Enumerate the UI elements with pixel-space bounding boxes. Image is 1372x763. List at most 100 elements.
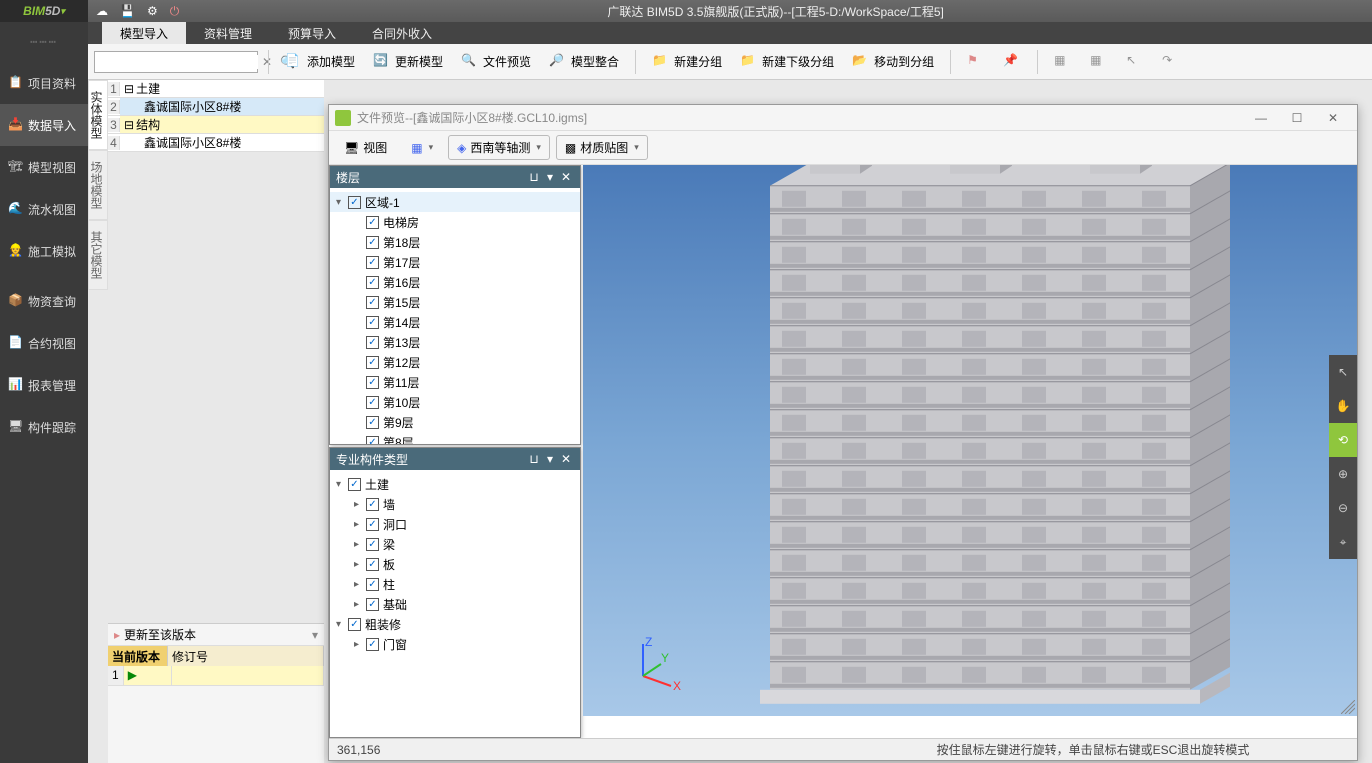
checkbox[interactable]: ✓	[366, 518, 379, 531]
select-tool[interactable]: ↖	[1329, 355, 1357, 389]
vtab-site[interactable]: 场地模型	[88, 150, 108, 220]
vtab-entity[interactable]: 实体模型	[88, 80, 108, 150]
tree-row[interactable]: 4鑫诚国际小区8#楼	[108, 134, 324, 152]
version-dropdown-icon[interactable]: ▾	[312, 628, 318, 642]
grid-toggle-button[interactable]: ▦▾	[402, 137, 442, 159]
floor-node[interactable]: ✓第15层	[330, 292, 580, 312]
minimize-button[interactable]: —	[1243, 105, 1279, 131]
sidebar-item-1[interactable]: 📥数据导入	[0, 104, 88, 146]
3d-viewport[interactable]: Z X Y ↖ ✋ ⟲ ⊕ ⊖ ⌖	[583, 165, 1357, 716]
sidebar-item-6[interactable]: 📄合约视图	[0, 322, 88, 364]
floor-node[interactable]: ✓第11层	[330, 372, 580, 392]
floor-node[interactable]: ✓第16层	[330, 272, 580, 292]
zoom-out-tool[interactable]: ⊖	[1329, 491, 1357, 525]
expand-icon[interactable]: ▸	[354, 639, 366, 650]
floor-node[interactable]: ✓第14层	[330, 312, 580, 332]
component-node[interactable]: ▾✓粗装修	[330, 614, 580, 634]
material-button[interactable]: ▩材质贴图▾	[556, 135, 648, 160]
checkbox[interactable]: ✓	[366, 256, 379, 269]
model-merge-button[interactable]: 🔎模型整合	[543, 51, 625, 73]
tree-row[interactable]: 3⊟结构	[108, 116, 324, 134]
add-model-button[interactable]: 📄添加模型	[279, 51, 361, 73]
floor-node[interactable]: ✓第13层	[330, 332, 580, 352]
update-model-button[interactable]: 🔄更新模型	[367, 51, 449, 73]
checkbox[interactable]: ✓	[348, 618, 361, 631]
component-node[interactable]: ▸✓柱	[330, 574, 580, 594]
resize-grip-icon[interactable]	[1341, 700, 1355, 714]
search-box[interactable]: ✕ 🔍	[94, 51, 258, 73]
file-preview-button[interactable]: 🔍文件预览	[455, 51, 537, 73]
component-node[interactable]: ▸✓门窗	[330, 634, 580, 654]
checkbox[interactable]: ✓	[366, 638, 379, 651]
checkbox[interactable]: ✓	[366, 356, 379, 369]
zoom-fit-tool[interactable]: ⌖	[1329, 525, 1357, 559]
axis-view-button[interactable]: ◈西南等轴测▾	[448, 135, 550, 160]
component-node[interactable]: ▸✓梁	[330, 534, 580, 554]
checkbox[interactable]: ✓	[366, 416, 379, 429]
pin-icon[interactable]: ⊔	[526, 452, 542, 466]
floor-node[interactable]: ✓第8层	[330, 432, 580, 444]
expand-icon[interactable]: ▸	[354, 539, 366, 550]
checkbox[interactable]: ✓	[366, 436, 379, 445]
sidebar-item-3[interactable]: 🌊流水视图	[0, 188, 88, 230]
maximize-button[interactable]: ☐	[1279, 105, 1315, 131]
exit-icon[interactable]: ⏻	[170, 4, 180, 19]
tab-1[interactable]: 资料管理	[186, 22, 270, 44]
expand-icon[interactable]: ▾	[336, 197, 348, 208]
search-input[interactable]	[95, 55, 258, 69]
expand-icon[interactable]: ▸	[354, 599, 366, 610]
dropdown-icon[interactable]: ▾	[542, 452, 558, 466]
sidebar-item-5[interactable]: 📦物资查询	[0, 280, 88, 322]
sidebar-item-8[interactable]: 🖥构件跟踪	[0, 406, 88, 448]
checkbox[interactable]: ✓	[366, 578, 379, 591]
expand-icon[interactable]: ▾	[336, 619, 348, 630]
floor-node[interactable]: ✓电梯房	[330, 212, 580, 232]
tool-extra-1[interactable]: ⚑	[961, 51, 991, 73]
zoom-in-tool[interactable]: ⊕	[1329, 457, 1357, 491]
sidebar-item-7[interactable]: 📊报表管理	[0, 364, 88, 406]
checkbox[interactable]: ✓	[366, 396, 379, 409]
tab-2[interactable]: 预算导入	[270, 22, 354, 44]
sidebar-item-2[interactable]: 🏗模型视图	[0, 146, 88, 188]
checkbox[interactable]: ✓	[366, 336, 379, 349]
checkbox[interactable]: ✓	[366, 236, 379, 249]
checkbox[interactable]: ✓	[366, 296, 379, 309]
checkbox[interactable]: ✓	[366, 538, 379, 551]
expand-icon[interactable]: ▸	[354, 579, 366, 590]
component-node[interactable]: ▸✓墙	[330, 494, 580, 514]
sidebar-item-0[interactable]: 📋项目资料	[0, 62, 88, 104]
new-group-button[interactable]: 📁新建分组	[646, 51, 728, 73]
pin-icon[interactable]: ⊔	[526, 170, 542, 184]
dropdown-icon[interactable]: ▾	[542, 170, 558, 184]
checkbox[interactable]: ✓	[366, 276, 379, 289]
floor-node[interactable]: ✓第12层	[330, 352, 580, 372]
tree-row[interactable]: 1⊟土建	[108, 80, 324, 98]
expand-icon[interactable]: ▸	[354, 519, 366, 530]
component-node[interactable]: ▾✓土建	[330, 474, 580, 494]
tool-extra-2[interactable]: 📌	[997, 51, 1027, 73]
floor-node[interactable]: ▾✓区域-1	[330, 192, 580, 212]
component-node[interactable]: ▸✓洞口	[330, 514, 580, 534]
floor-node[interactable]: ✓第10层	[330, 392, 580, 412]
close-panel-icon[interactable]: ✕	[558, 452, 574, 466]
checkbox[interactable]: ✓	[366, 216, 379, 229]
new-subgroup-button[interactable]: 📁新建下级分组	[734, 51, 840, 73]
view-button[interactable]: 🖥视图	[335, 135, 396, 160]
close-button[interactable]: ✕	[1315, 105, 1351, 131]
settings-icon[interactable]: ⚙	[147, 4, 158, 19]
sidebar-item-4[interactable]: 👷施工模拟	[0, 230, 88, 272]
floor-node[interactable]: ✓第17层	[330, 252, 580, 272]
save-icon[interactable]: 💾	[120, 4, 135, 19]
move-group-button[interactable]: 📂移动到分组	[846, 51, 940, 73]
checkbox[interactable]: ✓	[348, 478, 361, 491]
component-node[interactable]: ▸✓基础	[330, 594, 580, 614]
checkbox[interactable]: ✓	[366, 598, 379, 611]
component-node[interactable]: ▸✓板	[330, 554, 580, 574]
expand-icon[interactable]: ▸	[354, 499, 366, 510]
preview-titlebar[interactable]: 文件预览--[鑫诚国际小区8#楼.GCL10.igms] — ☐ ✕	[329, 105, 1357, 131]
floor-node[interactable]: ✓第18层	[330, 232, 580, 252]
checkbox[interactable]: ✓	[366, 316, 379, 329]
close-panel-icon[interactable]: ✕	[558, 170, 574, 184]
tree-row[interactable]: 2鑫诚国际小区8#楼	[108, 98, 324, 116]
pan-tool[interactable]: ✋	[1329, 389, 1357, 423]
